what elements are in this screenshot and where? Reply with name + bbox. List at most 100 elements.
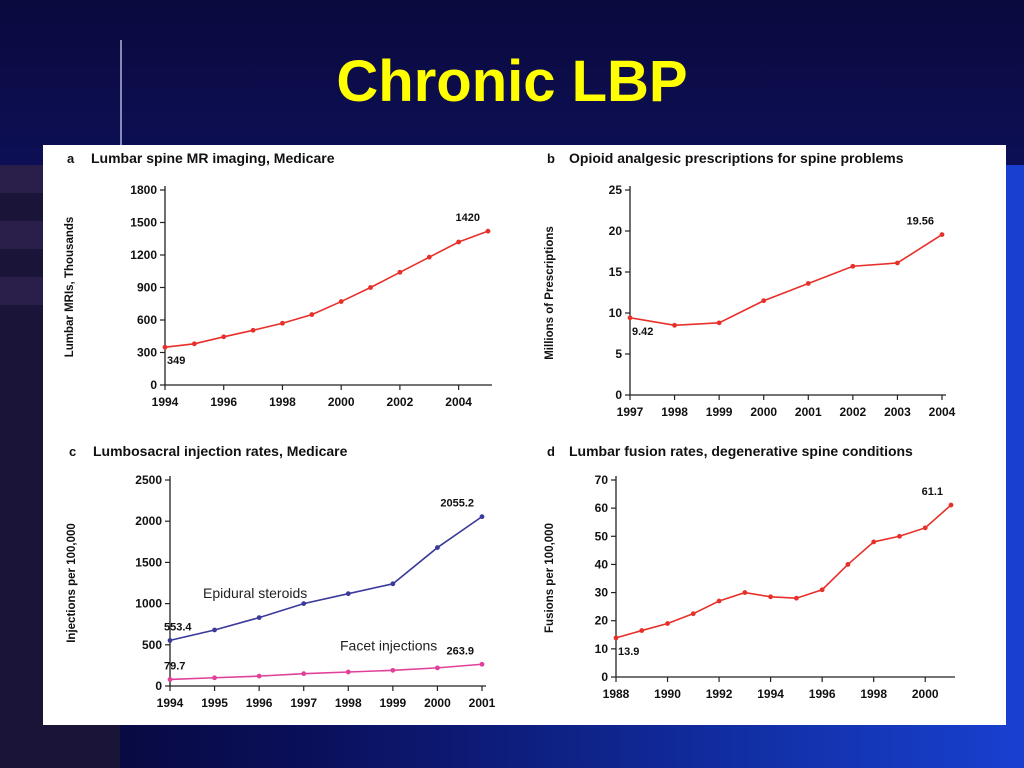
x-tick-label: 1997 bbox=[290, 696, 317, 710]
series-line bbox=[629, 233, 943, 327]
y-tick-label: 0 bbox=[601, 670, 608, 684]
chart-title: Lumbosacral injection rates, Medicare bbox=[93, 443, 348, 459]
series-line bbox=[169, 663, 483, 681]
chart-c: c Lumbosacral injection rates, Medicare In… bbox=[66, 443, 496, 710]
y-tick-label: 2000 bbox=[135, 514, 162, 528]
data-point bbox=[221, 334, 227, 340]
x-tick-label: 1998 bbox=[335, 696, 362, 710]
data-point bbox=[301, 671, 307, 677]
slide-title: Chronic LBP bbox=[336, 49, 688, 114]
y-tick-label: 5 bbox=[615, 347, 622, 361]
chart-b: b Opioid analgesic prescriptions for spin… bbox=[544, 150, 956, 419]
data-label: 349 bbox=[167, 355, 185, 367]
y-tick-label: 40 bbox=[595, 557, 609, 571]
y-axis-label: Fusions per 100,000 bbox=[544, 523, 556, 633]
data-point bbox=[627, 315, 633, 321]
data-point bbox=[345, 591, 351, 597]
y-tick-label: 300 bbox=[137, 346, 157, 360]
series-line bbox=[615, 504, 952, 639]
data-point bbox=[895, 260, 900, 266]
y-tick-label: 10 bbox=[609, 306, 623, 320]
data-point bbox=[845, 562, 851, 567]
series-line bbox=[164, 230, 489, 348]
y-tick-label: 0 bbox=[155, 679, 162, 693]
chart-title: Lumbar fusion rates, degenerative spine … bbox=[569, 443, 913, 459]
data-label: 79.7 bbox=[164, 660, 185, 672]
data-label: 9.42 bbox=[632, 326, 653, 338]
y-tick-label: 50 bbox=[595, 529, 609, 543]
data-point bbox=[922, 525, 928, 531]
x-tick-label: 2001 bbox=[469, 696, 496, 710]
panel-letter: b bbox=[547, 151, 555, 166]
y-tick-label: 1200 bbox=[130, 248, 157, 262]
x-tick-label: 2000 bbox=[912, 687, 939, 701]
data-point bbox=[672, 322, 677, 328]
y-axis-label: Injections per 100,000 bbox=[66, 523, 78, 643]
panel-letter: a bbox=[67, 151, 75, 166]
y-tick-label: 600 bbox=[137, 313, 157, 327]
data-point bbox=[390, 667, 396, 673]
data-point bbox=[162, 344, 168, 350]
chart-a: a Lumbar spine MR imaging, Medicare Lumbar… bbox=[64, 150, 492, 409]
y-tick-label: 25 bbox=[609, 183, 623, 197]
data-point bbox=[939, 232, 945, 238]
chart-title: Opioid analgesic prescriptions for spine… bbox=[569, 150, 904, 166]
x-tick-label: 2002 bbox=[387, 395, 414, 409]
x-tick-label: 1990 bbox=[654, 687, 681, 701]
y-tick-label: 1000 bbox=[135, 597, 162, 611]
data-point bbox=[301, 601, 307, 606]
data-label: 2055.2 bbox=[440, 498, 474, 510]
data-point bbox=[256, 673, 262, 679]
data-point bbox=[613, 635, 619, 641]
figure-svg: a Lumbar spine MR imaging, Medicare Lumbar… bbox=[64, 150, 956, 710]
data-point bbox=[368, 285, 373, 290]
chart-d: d Lumbar fusion rates, degenerative spine… bbox=[544, 443, 955, 701]
data-label: 61.1 bbox=[922, 486, 943, 498]
data-point bbox=[479, 514, 485, 520]
y-tick-label: 0 bbox=[150, 378, 157, 392]
series-label: Epidural steroids bbox=[203, 585, 307, 601]
x-tick-label: 2000 bbox=[424, 696, 451, 710]
x-tick-label: 1994 bbox=[152, 395, 179, 409]
series-line bbox=[169, 515, 483, 642]
series-label: Facet injections bbox=[340, 638, 437, 654]
data-point bbox=[742, 590, 748, 595]
y-tick-label: 20 bbox=[609, 224, 623, 238]
y-axis-label: Millions of Prescriptions bbox=[544, 226, 556, 360]
data-point bbox=[345, 669, 351, 675]
data-label: 19.56 bbox=[906, 216, 934, 228]
data-point bbox=[716, 598, 722, 604]
x-tick-label: 2003 bbox=[884, 405, 911, 419]
data-point bbox=[456, 239, 462, 245]
x-tick-label: 1995 bbox=[201, 696, 228, 710]
data-point bbox=[761, 298, 767, 304]
data-point bbox=[167, 677, 173, 682]
data-point bbox=[850, 263, 856, 269]
data-point bbox=[212, 675, 217, 681]
x-tick-label: 1999 bbox=[380, 696, 407, 710]
data-point bbox=[435, 665, 440, 671]
chart-title: Lumbar spine MR imaging, Medicare bbox=[91, 150, 335, 166]
x-tick-label: 1996 bbox=[246, 696, 273, 710]
y-tick-label: 30 bbox=[595, 586, 609, 600]
data-point bbox=[871, 539, 877, 545]
data-label: 13.9 bbox=[618, 646, 639, 658]
y-tick-label: 20 bbox=[595, 614, 609, 628]
data-label: 263.9 bbox=[446, 645, 474, 657]
data-point bbox=[639, 628, 645, 633]
figure-panel: a Lumbar spine MR imaging, Medicare Lumbar… bbox=[43, 145, 1006, 725]
data-point bbox=[390, 581, 396, 587]
x-tick-label: 1998 bbox=[661, 405, 688, 419]
y-tick-label: 1500 bbox=[130, 216, 157, 230]
data-point bbox=[280, 320, 285, 326]
data-point bbox=[397, 269, 403, 275]
x-tick-label: 1998 bbox=[860, 687, 887, 701]
data-point bbox=[191, 341, 197, 347]
data-point bbox=[435, 545, 440, 550]
y-tick-label: 900 bbox=[137, 281, 157, 295]
data-point bbox=[338, 299, 344, 304]
x-tick-label: 2002 bbox=[840, 405, 867, 419]
data-point bbox=[768, 594, 774, 600]
data-point bbox=[479, 661, 485, 667]
y-tick-label: 60 bbox=[595, 501, 609, 515]
